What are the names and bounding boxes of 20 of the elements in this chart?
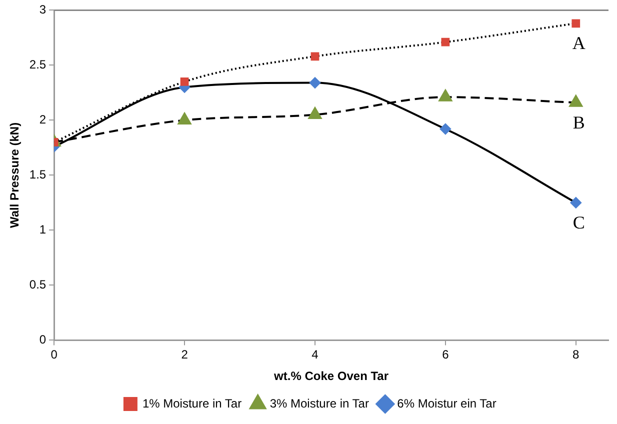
- legend-label: 1% Moisture in Tar: [142, 396, 242, 410]
- x-tick-label: 2: [181, 348, 188, 362]
- y-tick-label: 1.5: [29, 168, 46, 182]
- y-tick-label: 2: [39, 112, 46, 127]
- x-axis-title: wt.% Coke Oven Tar: [273, 369, 389, 384]
- legend-label: 3% Moisture in Tar: [270, 396, 369, 410]
- y-tick-label: 1: [39, 222, 46, 237]
- annotation: A: [572, 33, 586, 54]
- y-tick-label: 3: [39, 2, 46, 17]
- annotation: C: [572, 212, 585, 232]
- annotation: B: [572, 112, 585, 132]
- legend-label: 6% Moistur ein Tar: [397, 396, 496, 410]
- y-axis-title: Wall Pressure (kN): [8, 122, 22, 228]
- y-tick-label: 0: [39, 332, 46, 347]
- x-tick-label: 4: [312, 348, 319, 362]
- x-tick-label: 8: [572, 348, 580, 362]
- y-tick-label: 0.5: [29, 278, 46, 292]
- x-tick-label: 6: [442, 348, 450, 362]
- x-tick-label: 0: [50, 348, 58, 362]
- y-tick-label: 2.5: [29, 58, 46, 72]
